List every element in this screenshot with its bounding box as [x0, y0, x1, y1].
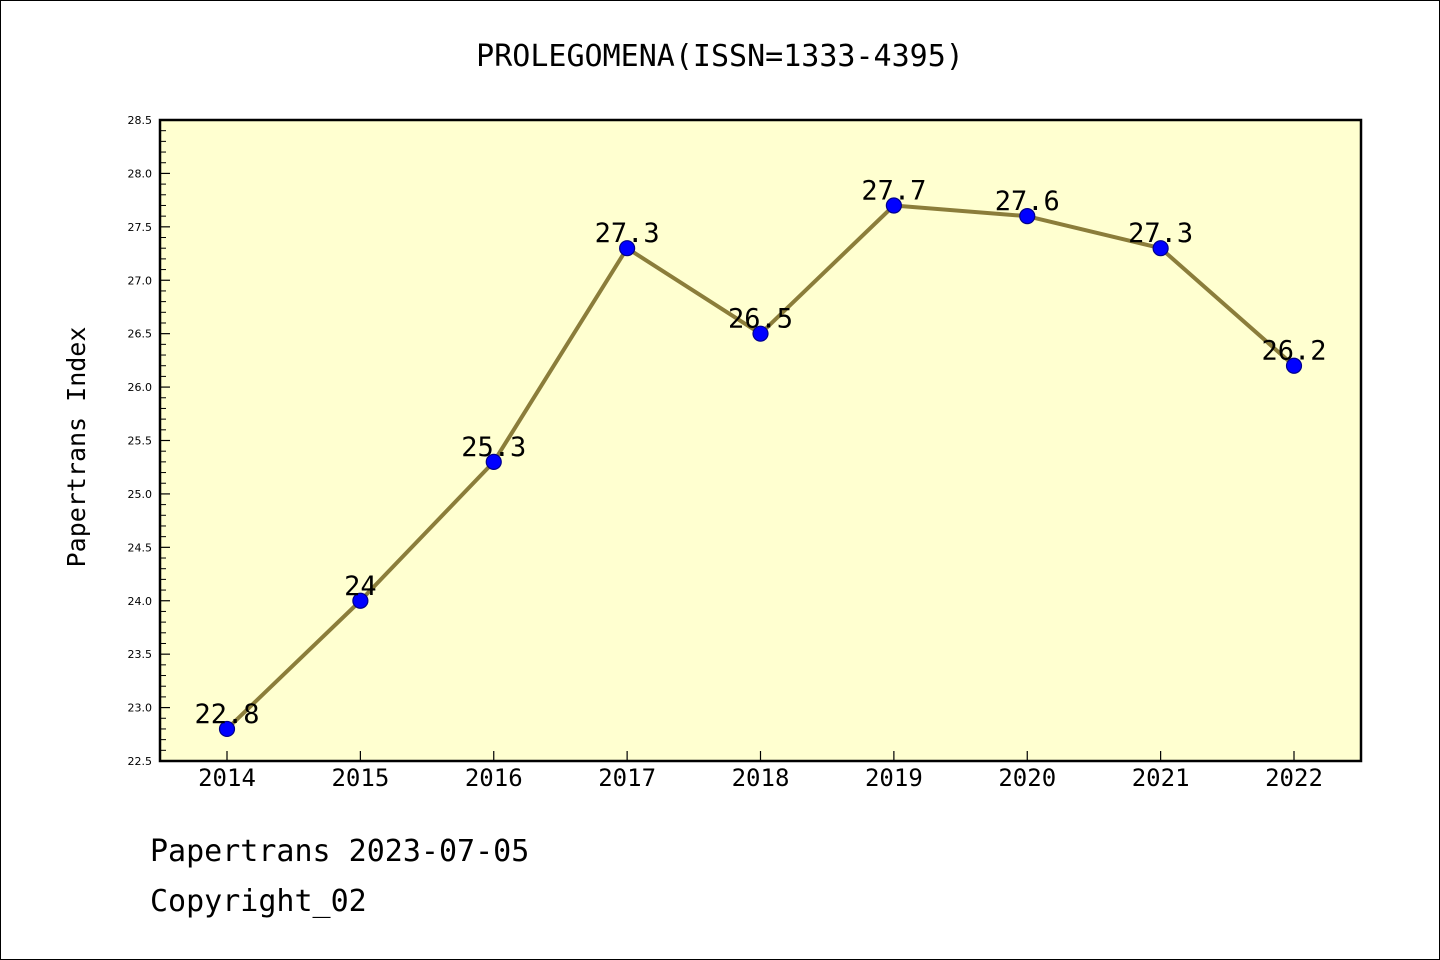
- y-axis-label: Papertrans Index: [62, 327, 91, 568]
- data-label: 22.8: [194, 699, 259, 730]
- y-axis-ticks: 22.5 23.0 23.5 24.0 24.5 25.0 25.5 26.0 26.5 27.0…: [128, 114, 170, 768]
- data-label: 25.3: [461, 432, 526, 463]
- footer-copyright: Copyright_02: [150, 884, 367, 919]
- data-point: [1285, 357, 1303, 374]
- x-tick-label: 2021: [1132, 764, 1190, 792]
- y-tick-label: 28.0: [128, 167, 153, 180]
- y-tick-label: 23.5: [128, 648, 153, 661]
- data-label: 27.3: [1128, 218, 1193, 249]
- marker-group: [218, 197, 1303, 738]
- data-label: 27.7: [861, 175, 926, 206]
- x-axis-ticks: 2014 2015 2016 2017 2018 2019 2020 2021 2022: [198, 751, 1323, 792]
- data-point: [1152, 240, 1169, 257]
- y-tick-label: 24.0: [128, 595, 153, 608]
- data-point: [752, 325, 769, 342]
- x-tick-label: 2016: [465, 764, 523, 792]
- y-tick-label: 25.0: [128, 488, 153, 501]
- y-tick-label: 26.0: [128, 381, 153, 394]
- data-point: [1019, 208, 1036, 225]
- footer-source: Papertrans 2023-07-05: [150, 834, 530, 869]
- data-label-group: 22.8 24 25.3 27.3 26.5 27.7 27.6 27.3 26.2: [194, 175, 1326, 729]
- y-tick-label: 27.5: [128, 221, 153, 234]
- y-tick-label: 27.0: [128, 274, 153, 287]
- chart-title: PROLEGOMENA(ISSN=1333-4395): [476, 39, 964, 74]
- data-label: 26.5: [728, 304, 793, 335]
- data-point: [885, 197, 902, 214]
- x-tick-label: 2018: [732, 764, 790, 792]
- x-tick-label: 2017: [598, 764, 656, 792]
- x-tick-label: 2020: [998, 764, 1056, 792]
- data-point: [352, 592, 369, 609]
- data-point: [485, 453, 502, 470]
- data-label: 24: [344, 571, 377, 602]
- x-tick-label: 2022: [1265, 764, 1323, 792]
- plot-area: [158, 118, 1363, 763]
- data-label: 27.6: [995, 186, 1060, 217]
- x-tick-label: 2015: [331, 764, 389, 792]
- y-tick-label: 24.5: [128, 541, 153, 554]
- data-point: [218, 720, 236, 738]
- x-tick-label: 2014: [198, 764, 256, 792]
- y-tick-label: 25.5: [128, 435, 153, 448]
- y-tick-label: 23.0: [128, 702, 153, 715]
- data-label: 27.3: [595, 218, 660, 249]
- data-label: 26.2: [1261, 336, 1326, 367]
- data-point: [619, 240, 636, 257]
- y-tick-label: 28.5: [128, 114, 153, 127]
- x-tick-label: 2019: [865, 764, 923, 792]
- y-tick-label: 26.5: [128, 328, 153, 341]
- y-tick-label: 22.5: [128, 755, 153, 768]
